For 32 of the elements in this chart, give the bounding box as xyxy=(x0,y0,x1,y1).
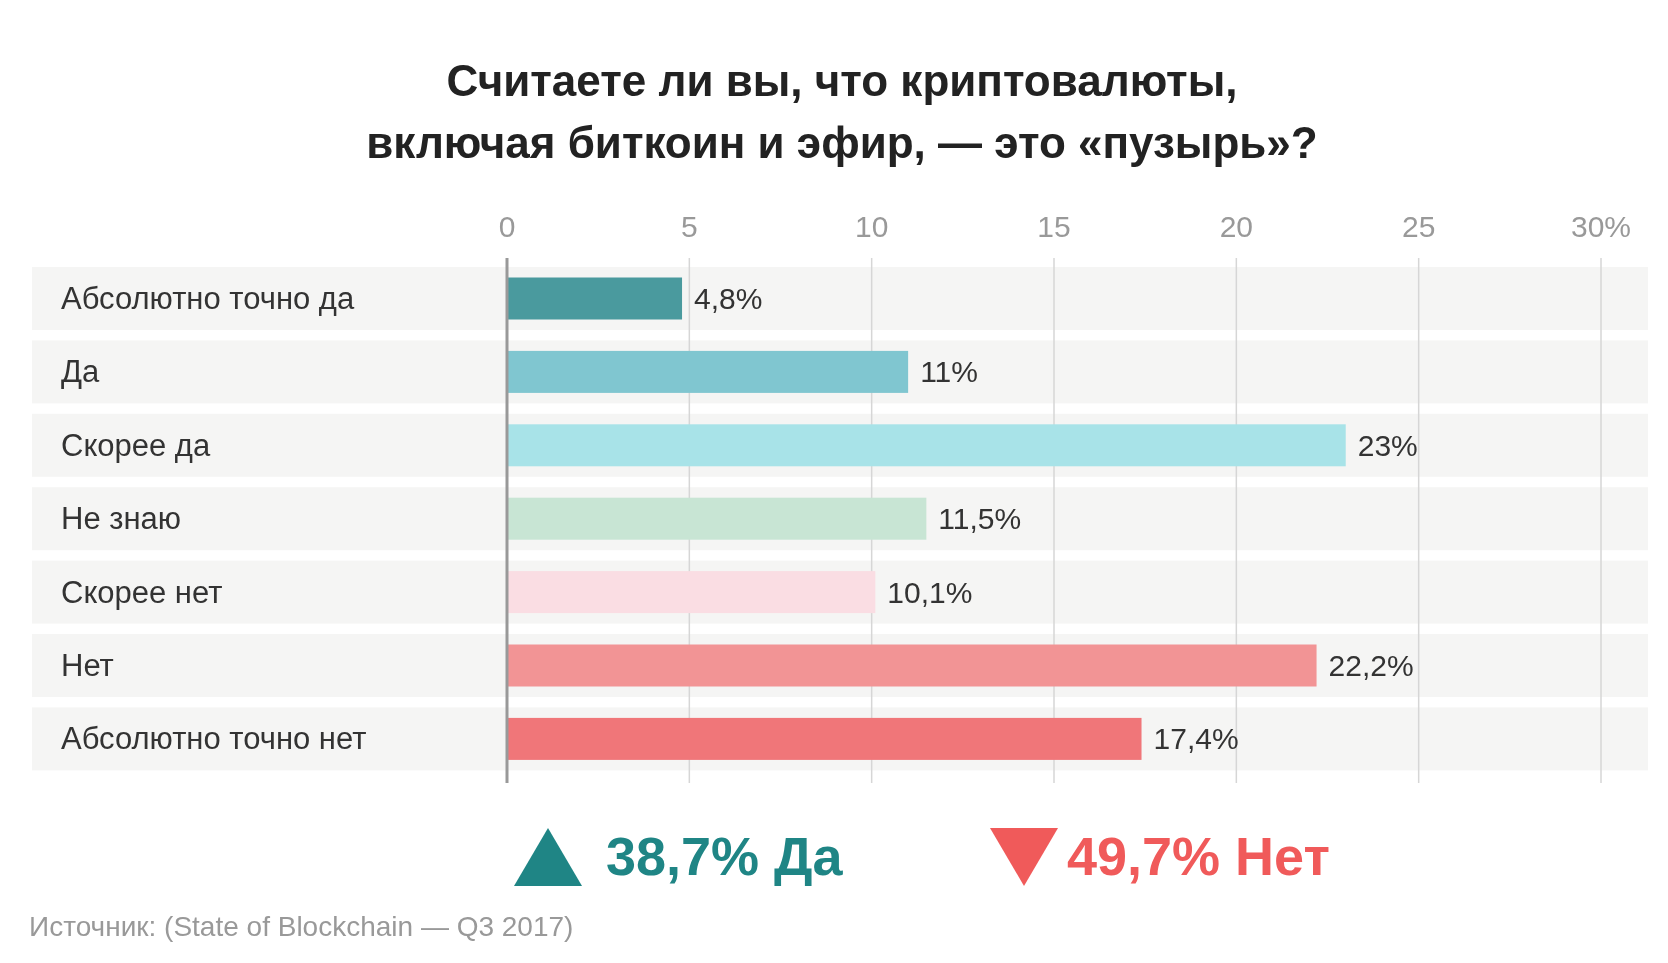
chart-title: Считаете ли вы, что криптовалюты, включая биткоин и эфир, — это «пузырь»? xyxy=(366,56,1318,167)
y-tick-label: Абсолютно точно да xyxy=(61,281,355,316)
bar xyxy=(507,497,927,540)
x-tick-label: 25 xyxy=(1401,209,1436,243)
data-label: 11% xyxy=(920,355,978,389)
y-tick-label: Абсолютно точно нет xyxy=(61,721,367,757)
x-tick-label: 30% xyxy=(1570,209,1632,243)
bar xyxy=(507,277,683,320)
text: Источник: (State of Blockchain — Q3 2017) xyxy=(29,910,574,942)
x-tick-label: 0 xyxy=(498,209,516,243)
data-label: 23% xyxy=(1357,428,1418,462)
data-label: 22,2% xyxy=(1328,649,1414,682)
bar xyxy=(507,717,1142,760)
x-tick-label: 15 xyxy=(1037,209,1071,243)
y-tick-label: Не знаю xyxy=(61,501,182,537)
text: 49,7% Нет xyxy=(1067,826,1330,886)
data-label: 17,4% xyxy=(1153,722,1239,756)
bar xyxy=(507,350,909,393)
x-tick-label: 20 xyxy=(1219,209,1254,243)
y-tick-label: Да xyxy=(61,354,100,390)
y-tick-label: Скорее нет xyxy=(61,574,223,610)
y-tick-label: Скорее да xyxy=(61,427,211,463)
data-label: 11,5% xyxy=(938,502,1022,536)
bar xyxy=(507,424,1346,467)
x-tick-label: 5 xyxy=(680,209,698,243)
x-tick-label: 10 xyxy=(854,209,889,243)
y-tick-label: Нет xyxy=(61,648,114,683)
text: 38,7% Да xyxy=(606,826,844,886)
data-label: 4,8% xyxy=(694,282,763,315)
bar xyxy=(507,644,1317,687)
data-label: 10,1% xyxy=(887,575,973,609)
bar xyxy=(507,571,876,614)
